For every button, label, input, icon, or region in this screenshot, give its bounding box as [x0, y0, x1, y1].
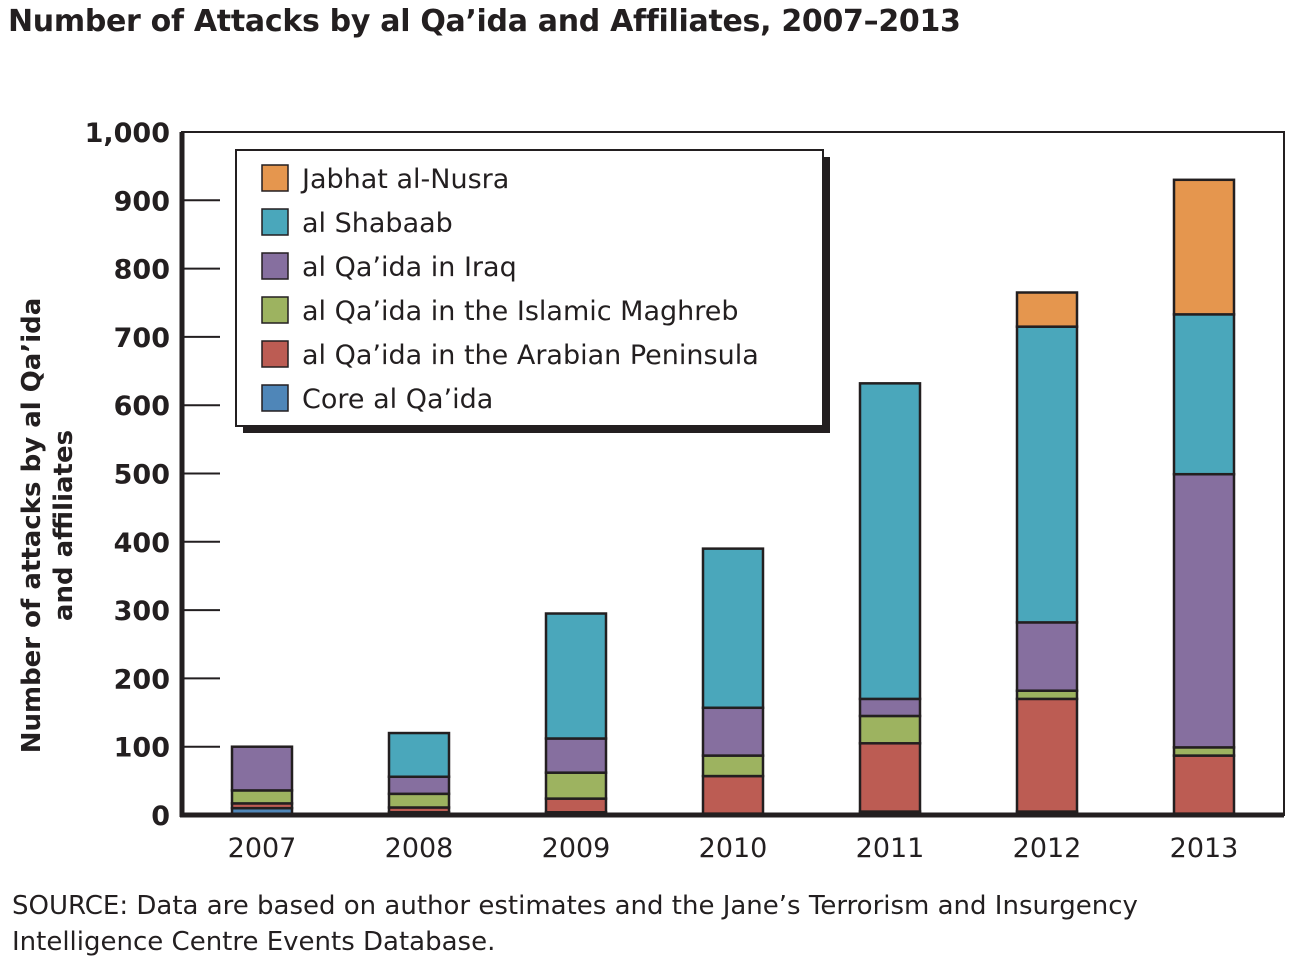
bar-stack-2011	[858, 382, 922, 817]
y-tick-label: 400	[114, 528, 170, 559]
y-axis-title: Number of attacks by al Qa’ida and affili…	[17, 298, 79, 754]
legend-label: al Qa’ida in the Islamic Maghreb	[302, 296, 739, 327]
bar-stack-2009	[544, 612, 608, 817]
bar-segment	[1015, 697, 1079, 813]
x-tick-label: 2012	[1013, 833, 1082, 864]
x-tick-label: 2011	[856, 833, 925, 864]
bar-segment	[387, 775, 451, 796]
bar-segment	[1015, 291, 1079, 328]
legend-label: Jabhat al-Nusra	[300, 164, 509, 195]
bar-segment	[858, 382, 922, 701]
legend-swatch	[261, 340, 289, 368]
y-tick-label: 500	[114, 460, 170, 491]
bar-segment	[544, 797, 608, 814]
bar-segment	[701, 706, 765, 757]
legend-label: al Qa’ida in Iraq	[302, 252, 517, 283]
bar-stack-2013	[1172, 178, 1236, 817]
bar-segment	[230, 789, 294, 805]
x-tick-label: 2013	[1170, 833, 1239, 864]
y-tick-label: 100	[114, 733, 170, 764]
legend-label: Core al Qa’ida	[302, 384, 493, 415]
legend-swatch	[261, 208, 289, 236]
y-axis-title-line: and affiliates	[49, 430, 79, 621]
y-tick-label: 200	[114, 664, 170, 695]
y-tick-label: 300	[114, 596, 170, 627]
bar-segment	[544, 612, 608, 740]
bar-segment	[858, 742, 922, 813]
y-tick-label: 600	[114, 391, 170, 422]
bar-segment	[1172, 472, 1236, 749]
legend-box	[235, 149, 824, 427]
legend: Jabhat al-Nusra al Shabaab al Qa’ida in Ir…	[235, 149, 830, 433]
bar-segment	[387, 792, 451, 809]
y-tick-label: 0	[151, 801, 170, 832]
y-tick-label: 900	[114, 186, 170, 217]
legend-swatch	[261, 296, 289, 324]
legend-label: al Shabaab	[302, 208, 453, 239]
bar-stack-2008	[387, 731, 451, 817]
bar-stack-2010	[701, 547, 765, 817]
legend-swatch	[261, 252, 289, 280]
bar-segment	[544, 737, 608, 774]
bar-segment	[1015, 621, 1079, 692]
source-note: SOURCE: Data are based on author estimat…	[12, 891, 1138, 957]
bar-segment	[387, 731, 451, 779]
x-tick-label: 2008	[385, 833, 454, 864]
legend-label: al Qa’ida in the Arabian Peninsula	[302, 340, 759, 371]
bar-stack-2012	[1015, 291, 1079, 817]
bar-segment	[858, 697, 922, 718]
bar-segment	[1015, 325, 1079, 624]
x-tick-label: 2009	[542, 833, 611, 864]
axes-layer: 0 100 200 300 400 500 600 700 800 900 1,000 Number …	[17, 118, 1285, 864]
bar-stack-2007	[230, 745, 294, 817]
y-tick-label: 1,000	[85, 118, 170, 149]
x-tick-label: 2007	[228, 833, 297, 864]
bar-segment	[1172, 178, 1236, 316]
bar-segment	[701, 754, 765, 778]
y-tick-label: 800	[114, 255, 170, 286]
bars-layer	[230, 178, 1236, 817]
bar-segment	[701, 774, 765, 815]
x-tick-label: 2010	[699, 833, 768, 864]
bar-segment	[230, 745, 294, 792]
legend-swatch	[261, 164, 289, 192]
bar-segment	[544, 771, 608, 800]
legend-swatch	[261, 384, 289, 412]
y-axis-title-line: Number of attacks by al Qa’ida	[17, 298, 47, 754]
bar-segment	[701, 547, 765, 710]
bar-segment	[1172, 754, 1236, 815]
bar-segment	[858, 714, 922, 745]
bar-segment	[1172, 313, 1236, 476]
chart-title: Number of Attacks by al Qa’ida and Affil…	[8, 4, 961, 39]
y-tick-label: 700	[114, 323, 170, 354]
